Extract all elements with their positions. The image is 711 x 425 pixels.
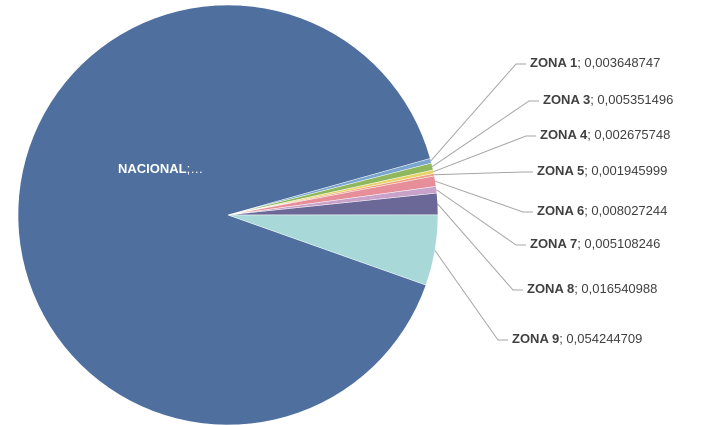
leader-line — [434, 171, 533, 176]
leader-line — [436, 189, 526, 246]
data-label: ZONA 4; 0,002675748 — [540, 127, 670, 142]
leader-line — [432, 100, 539, 167]
leader-line — [430, 63, 526, 162]
label-value: ; 0,005108246 — [577, 236, 660, 251]
label-value: ; 0,003648747 — [577, 55, 660, 70]
data-label: NACIONAL;… — [118, 161, 203, 176]
data-label: ZONA 1; 0,003648747 — [530, 55, 660, 70]
label-value: ; 0,008027244 — [584, 203, 667, 218]
label-name: ZONA 1 — [530, 55, 577, 70]
leader-line — [433, 135, 536, 173]
pie-slice — [17, 4, 431, 425]
label-name: ZONA 9 — [512, 331, 559, 346]
label-value: ;… — [187, 161, 204, 176]
label-name: ZONA 3 — [543, 92, 590, 107]
label-value: ; 0,005351496 — [590, 92, 673, 107]
label-value: ; 0,002675748 — [587, 127, 670, 142]
label-name: ZONA 8 — [527, 281, 574, 296]
label-name: NACIONAL — [118, 161, 187, 176]
data-label: ZONA 7; 0,005108246 — [530, 236, 660, 251]
leader-line — [437, 203, 523, 291]
leader-line — [435, 180, 533, 213]
data-label: ZONA 5; 0,001945999 — [537, 163, 667, 178]
label-name: ZONA 5 — [537, 163, 584, 178]
label-name: ZONA 7 — [530, 236, 577, 251]
leader-line — [434, 250, 508, 341]
label-name: ZONA 4 — [540, 127, 588, 142]
data-label: ZONA 8; 0,016540988 — [527, 281, 657, 296]
data-label: ZONA 3; 0,005351496 — [543, 92, 673, 107]
pie-slice — [227, 214, 439, 286]
label-value: ; 0,001945999 — [584, 163, 667, 178]
label-value: ; 0,016540988 — [574, 281, 657, 296]
data-label: ZONA 9; 0,054244709 — [512, 331, 642, 346]
label-value: ; 0,054244709 — [559, 331, 642, 346]
label-name: ZONA 6 — [537, 203, 584, 218]
data-label: ZONA 6; 0,008027244 — [537, 203, 667, 218]
